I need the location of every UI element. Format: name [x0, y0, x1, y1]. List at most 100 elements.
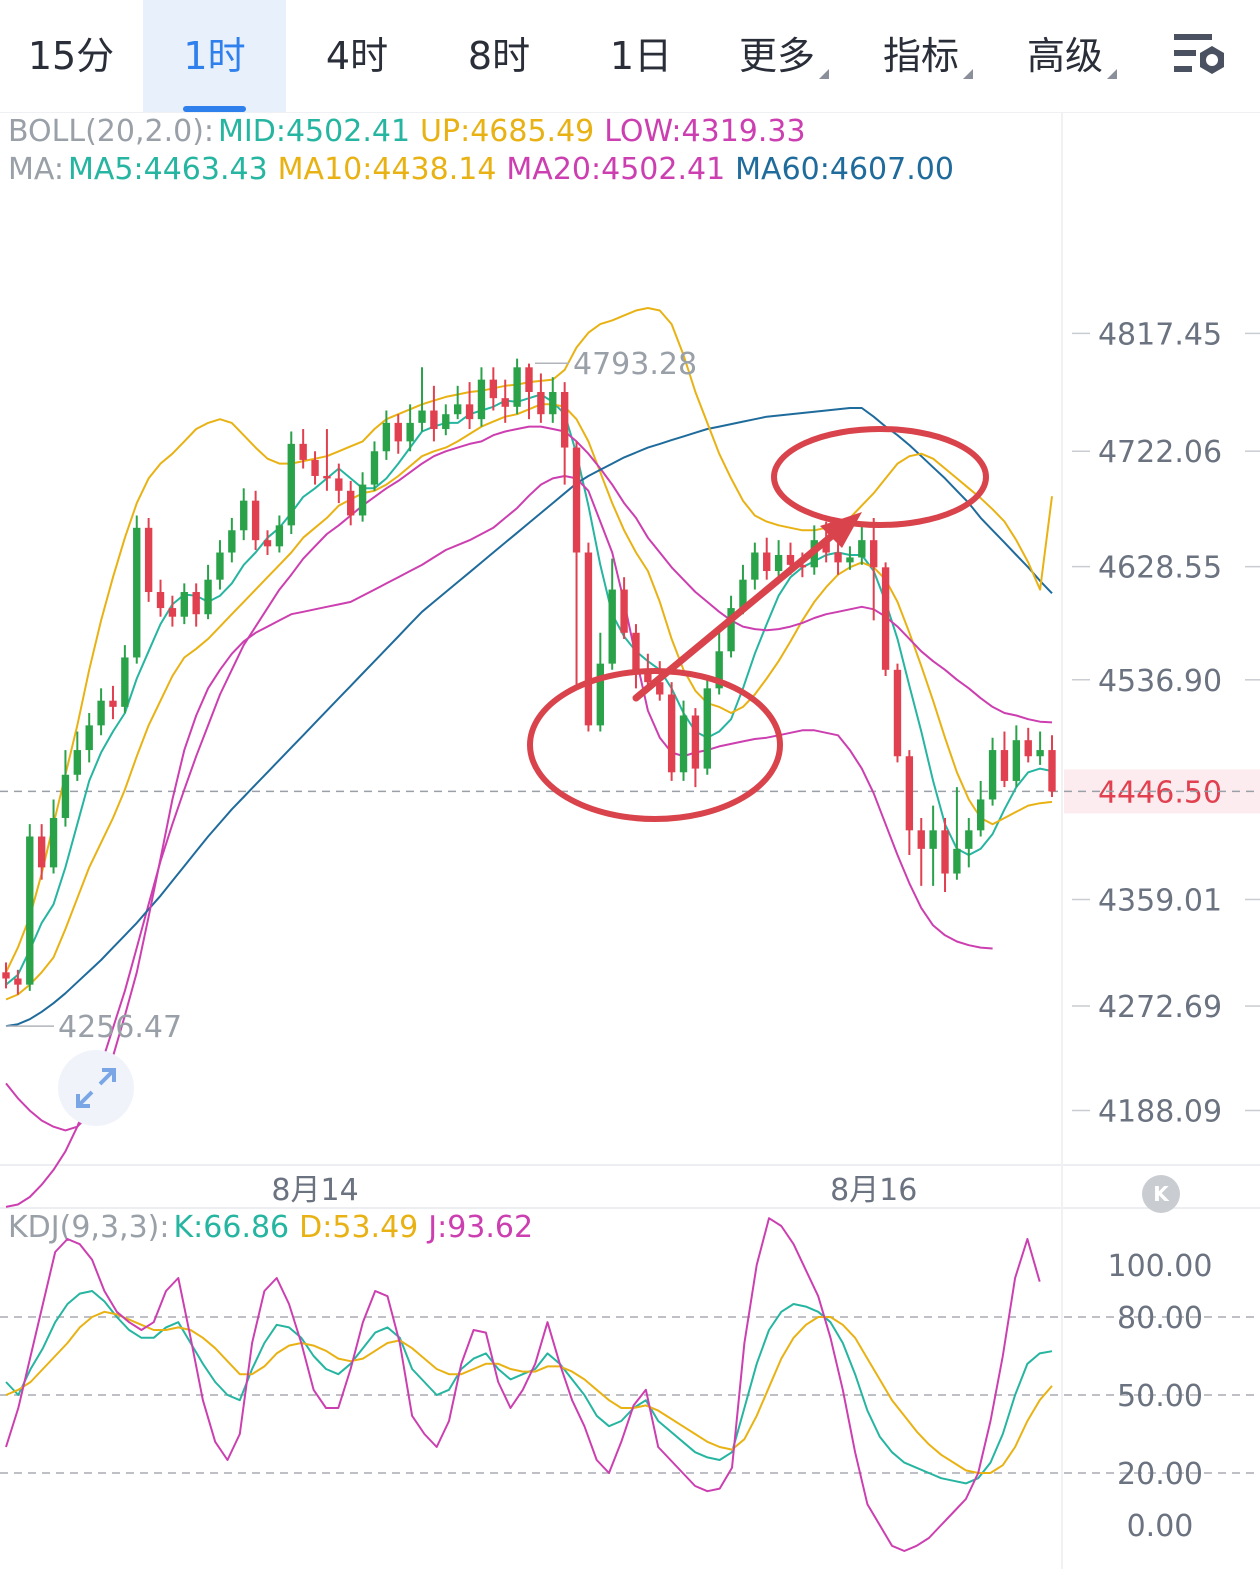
ma20-value: MA20:4502.41: [506, 152, 726, 187]
active-tab-indicator: [183, 106, 246, 112]
candle: [1000, 750, 1009, 781]
candle: [263, 540, 272, 547]
candle: [870, 540, 878, 568]
tab-advanced[interactable]: 高级: [1000, 0, 1144, 112]
candle: [584, 552, 593, 726]
candle: [2, 972, 10, 979]
candle: [537, 391, 545, 415]
candle: [727, 608, 735, 652]
candle: [691, 715, 700, 769]
candle: [489, 379, 498, 399]
chart-settings-icon[interactable]: [1170, 28, 1230, 84]
candle: [798, 564, 807, 568]
candle: [1024, 740, 1032, 757]
candle: [97, 700, 105, 726]
candle: [216, 552, 224, 580]
kdj-k-value: K:66.86: [173, 1210, 290, 1245]
candle: [121, 657, 129, 707]
tab-4h[interactable]: 4时: [325, 34, 389, 78]
candle: [335, 478, 343, 491]
candle: [893, 669, 902, 757]
boll-mid-value: MID:4502.41: [218, 114, 411, 149]
kdj-y-tick-label: 20.00: [1117, 1457, 1203, 1492]
candle: [786, 554, 795, 565]
y-tick-label: 4272.69: [1098, 990, 1222, 1025]
kdj-legend-prefix: KDJ(9,3,3):: [8, 1210, 170, 1245]
low-price-label: 4256.47: [58, 1010, 182, 1045]
candle: [917, 830, 925, 849]
kdj-y-tick-label: 0.00: [1127, 1509, 1194, 1544]
boll-legend-prefix: BOLL(20,2.0):: [8, 114, 215, 149]
candle: [109, 700, 117, 707]
ma-legend: MA: MA5:4463.43 MA10:4438.14 MA20:4502.41 MA…: [8, 152, 964, 187]
tab-indicators[interactable]: 指标: [856, 0, 1000, 112]
candle: [61, 774, 70, 818]
ma60-value: MA60:4607.00: [735, 152, 954, 187]
boll-up-value: UP:4685.49: [420, 114, 595, 149]
candle: [14, 978, 22, 985]
candle: [858, 540, 866, 558]
candle: [465, 404, 474, 420]
candle: [751, 552, 759, 580]
candle: [347, 490, 355, 516]
candle: [251, 500, 260, 541]
candle: [299, 443, 307, 460]
candle: [370, 451, 379, 485]
candle: [26, 836, 34, 985]
tab-more[interactable]: 更多: [712, 0, 856, 112]
boll-low-value: LOW:4319.33: [604, 114, 806, 149]
kdj-y-tick-label: 80.00: [1117, 1301, 1203, 1336]
candle: [976, 799, 985, 831]
candle: [442, 414, 450, 430]
candle: [323, 475, 331, 479]
candle: [679, 715, 688, 773]
candle: [572, 447, 581, 553]
candle: [739, 579, 747, 609]
candle: [228, 530, 236, 553]
kdj-legend: KDJ(9,3,3): K:66.86 D:53.49 J:93.62: [8, 1210, 543, 1245]
candle: [1048, 750, 1056, 792]
dropdown-triangle-icon: [819, 69, 829, 79]
tab-1d[interactable]: 1日: [609, 34, 673, 78]
timeframe-tabs: 15分 1时 4时 8时 1日 更多 指标 高级: [0, 0, 1260, 113]
candle: [620, 589, 628, 633]
kdj-k-line: [5, 1290, 1053, 1485]
candle: [156, 592, 165, 609]
candle: [430, 410, 438, 430]
candle: [477, 379, 486, 420]
candle: [953, 848, 961, 874]
candle: [988, 750, 997, 800]
candle: [1036, 750, 1044, 757]
candle: [394, 422, 402, 442]
dropdown-triangle-icon: [963, 69, 973, 79]
x-axis-label: 8月16: [830, 1173, 917, 1208]
kdj-d-value: D:53.49: [299, 1210, 419, 1245]
candle: [453, 404, 462, 415]
candle: [822, 540, 830, 553]
candle: [929, 830, 937, 849]
x-axis-label: 8月14: [271, 1173, 358, 1208]
tab-1h[interactable]: 1时: [143, 0, 286, 112]
scroll-to-latest-icon[interactable]: K: [1142, 1175, 1180, 1213]
candle: [1012, 740, 1021, 781]
y-tick-label: 4536.90: [1098, 664, 1222, 699]
ma60-line: [5, 407, 1053, 1028]
candle: [560, 391, 569, 448]
annotation-arrow: [632, 521, 849, 702]
y-tick-label: 4188.09: [1098, 1094, 1222, 1129]
expand-chart-icon[interactable]: [58, 1050, 134, 1126]
candle: [287, 443, 295, 526]
boll-low-line: [5, 475, 993, 1132]
candle: [656, 682, 664, 695]
ma-legend-prefix: MA:: [8, 152, 64, 187]
tab-15m[interactable]: 15分: [27, 34, 115, 78]
y-tick-label: 4359.01: [1098, 883, 1222, 918]
candle: [965, 830, 973, 849]
y-tick-label: 4817.45: [1098, 317, 1222, 352]
candle: [382, 422, 391, 452]
candle: [941, 830, 949, 874]
y-tick-label: 4628.55: [1098, 551, 1222, 586]
candle: [49, 817, 58, 868]
tab-8h[interactable]: 8时: [467, 34, 531, 78]
